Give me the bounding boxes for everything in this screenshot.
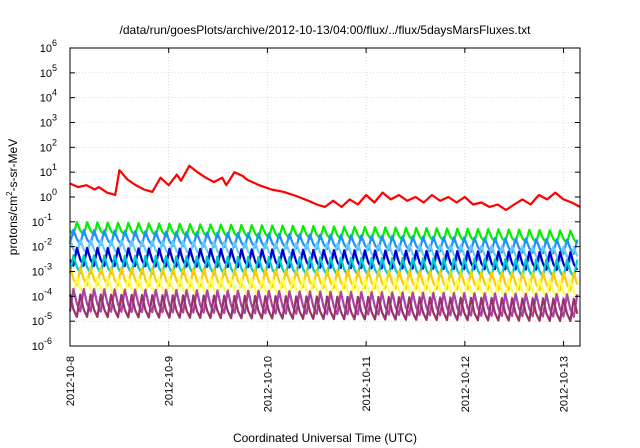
- series-line-6: [68, 254, 579, 279]
- x-tick-label: 2012-10-13: [559, 356, 571, 412]
- y-tick-label: 101: [40, 162, 57, 179]
- y-tick-label: 104: [40, 88, 57, 105]
- chart-title: /data/run/goesPlots/archive/2012-10-13/0…: [120, 23, 532, 37]
- series-line-7: [68, 266, 579, 292]
- y-tick-label: 106: [40, 38, 57, 55]
- x-tick-label: 2012-10-8: [65, 356, 77, 406]
- y-tick-label: 10-1: [32, 212, 52, 229]
- x-tick-label: 2012-10-10: [262, 356, 274, 412]
- y-tick-label: 10-4: [32, 286, 52, 303]
- series-line-1: [69, 164, 581, 212]
- y-tick-label: 103: [40, 113, 57, 130]
- series-layer: [68, 164, 581, 323]
- y-tick-label: 10-2: [32, 237, 52, 254]
- y-axis-label: protons/cm2-s-sr-MeV: [5, 139, 20, 255]
- y-tick-label: 10-6: [32, 336, 52, 353]
- y-axis: 10-6 10-5 10-4 10-3 10-2 10-1 100 101 102 103 104 1…: [32, 38, 580, 353]
- y-tick-label: 102: [40, 137, 57, 154]
- y-tick-label: 105: [40, 63, 57, 80]
- series-line-9: [68, 287, 579, 318]
- x-tick-label: 2012-10-9: [164, 356, 176, 406]
- y-axis-label-main: protons/cm: [6, 196, 20, 255]
- y-tick-label: 10-3: [32, 262, 52, 279]
- y-tick-label: 10-5: [32, 311, 52, 328]
- x-axis-label: Coordinated Universal Time (UTC): [233, 431, 417, 445]
- x-axis: 2012-10-8 2012-10-9 2012-10-10 2012-10-11 20…: [65, 48, 571, 412]
- y-tick-label: 100: [40, 187, 57, 204]
- series-line-4: [68, 238, 579, 263]
- x-tick-label: 2012-10-11: [361, 356, 373, 411]
- y-axis-label-tail: -s-sr-MeV: [6, 139, 20, 192]
- y-axis-label-superscript: 2: [5, 191, 14, 196]
- series-line-10: [68, 293, 579, 323]
- x-tick-label: 2012-10-12: [460, 356, 472, 412]
